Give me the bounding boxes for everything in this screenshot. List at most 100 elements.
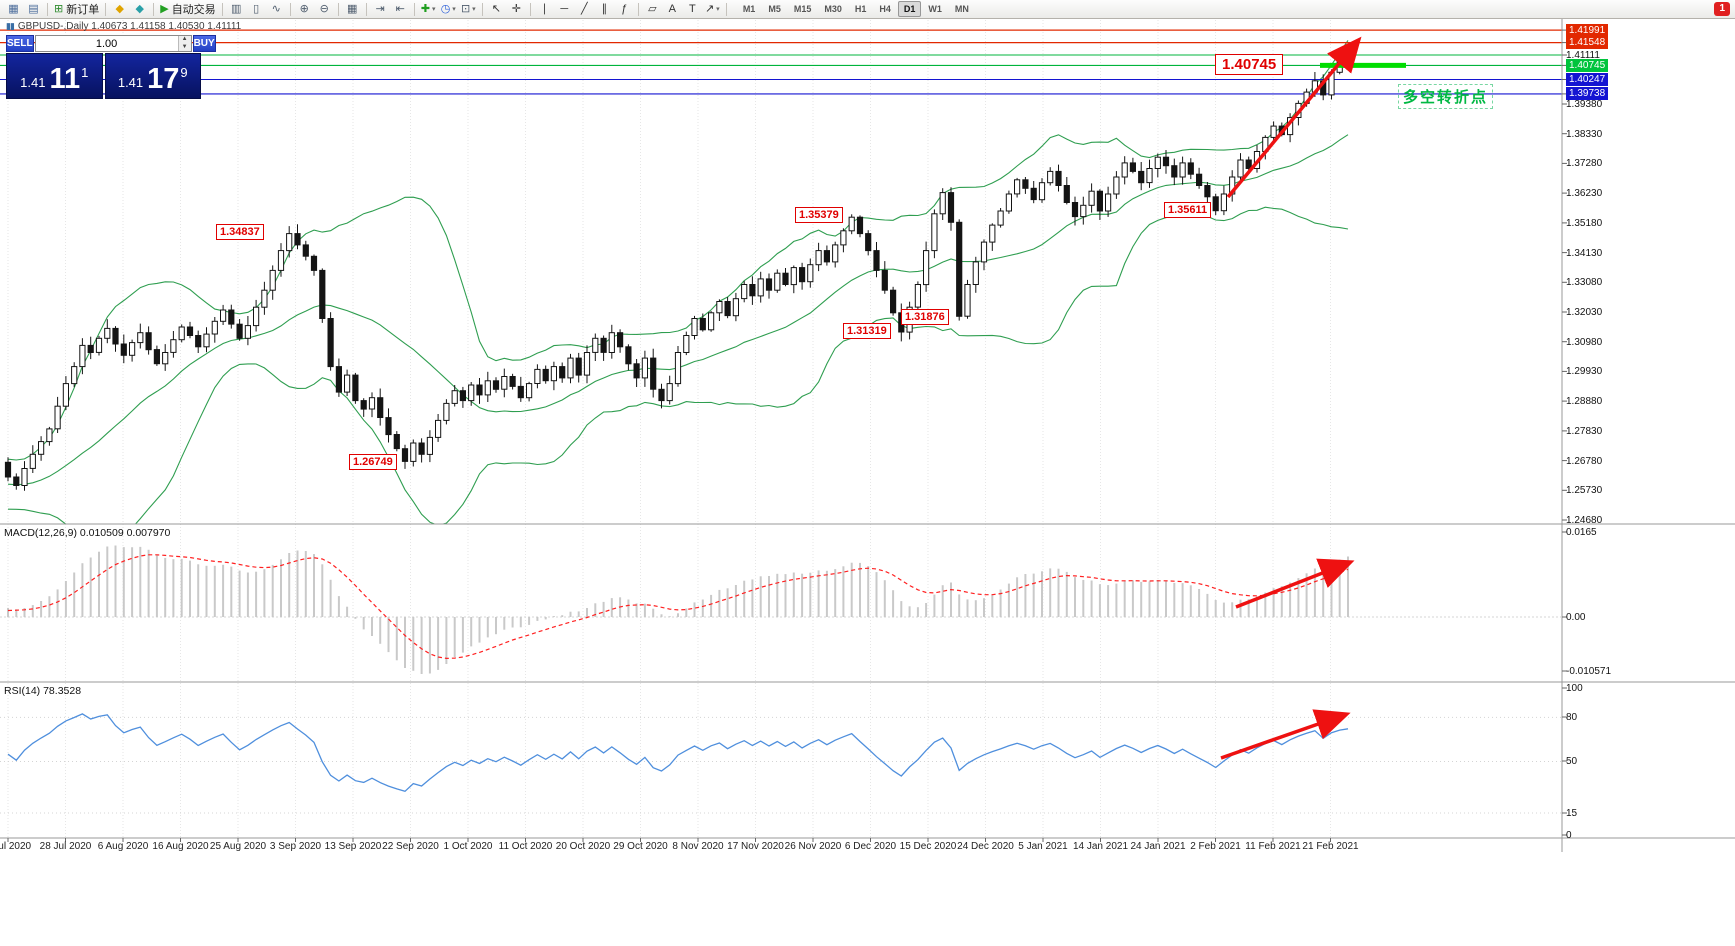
autotrading-glyph: ▶	[160, 2, 169, 15]
volume-increase-button[interactable]: ▲	[178, 36, 191, 44]
templates-icon[interactable]: ⊡ ▾	[459, 1, 478, 18]
vertical-line-icon-glyph: ∣	[541, 2, 548, 15]
buy-button[interactable]: BUY	[192, 35, 216, 52]
chart-shift-icon-glyph: ⇤	[395, 2, 405, 15]
toolbar-separator	[221, 2, 223, 16]
timeframe-button-M30[interactable]: M30	[824, 4, 842, 14]
notification-badge[interactable]: 1	[1714, 2, 1730, 16]
arrows-icon[interactable]: ↗ ▾	[703, 1, 722, 18]
line-chart-icon-glyph: ∿	[271, 2, 281, 15]
vertical-line-icon[interactable]: ∣	[535, 1, 554, 18]
periods-icon[interactable]: ◷ ▾	[439, 1, 458, 18]
equidistant-channel-icon-glyph: ∥	[601, 2, 608, 15]
timeframe-group: M1 M5 M15 M30 H1 H4 D1 W1 MN	[737, 1, 975, 17]
toolbar-separator	[47, 2, 48, 16]
periods-icon-glyph: ◷	[440, 2, 451, 15]
rsi-line	[7, 713, 1349, 793]
new-order-button[interactable]: ⊞ 新订单	[52, 1, 101, 18]
sell-button[interactable]: SELL	[6, 35, 34, 52]
market-icon[interactable]: ◆	[130, 1, 149, 18]
text-label-icon-glyph: T	[688, 2, 696, 15]
timeframe-button-M15[interactable]: M15	[793, 4, 812, 14]
timeframe-button-MN[interactable]: MN	[954, 4, 969, 14]
equidistant-channel-icon[interactable]: ∥	[595, 1, 614, 18]
cursor-icon[interactable]: ↖	[487, 1, 506, 18]
buy-price-pips: 17	[147, 63, 180, 95]
sell-price-display[interactable]: 1.41 11 1	[6, 53, 103, 99]
trendline-icon-glyph: ╱	[581, 2, 588, 15]
metaeditor-icon[interactable]: ◆	[110, 1, 129, 18]
tile-windows-icon[interactable]: ▦	[343, 1, 362, 18]
bar-chart-icon-glyph: ▥	[230, 2, 242, 15]
timeframe-button-M1[interactable]: M1	[742, 4, 756, 14]
tile-windows-icon-glyph: ▦	[346, 2, 358, 15]
indicators-icon-glyph: ✚	[420, 2, 431, 15]
trend-arrow[interactable]	[1226, 36, 1362, 199]
trend-arrow[interactable]	[1220, 709, 1351, 760]
dropdown-arrow-icon: ▾	[432, 6, 436, 13]
toolbar-separator	[153, 2, 155, 16]
timeframe-button-D1[interactable]: D1	[897, 1, 922, 17]
buy-price-sup: 9	[180, 65, 188, 80]
one-click-trading-panel: SELL ▲ ▼ BUY 1.41 11 1 1.41 17 9	[6, 35, 216, 99]
toolbar-separator	[289, 2, 291, 16]
candlestick-chart-icon[interactable]: ▯	[247, 1, 266, 18]
bar-chart-icon[interactable]: ▥	[227, 1, 246, 18]
new-order-button-label: 新订单	[66, 4, 100, 16]
rsi-label: RSI(14) 78.3528	[4, 685, 82, 697]
buy-button-label: BUY	[193, 38, 215, 49]
autotrading-button[interactable]: ▶ 自动交易	[158, 1, 217, 18]
toolbar-separator	[365, 2, 367, 16]
auto-scroll-icon-glyph: ⇥	[375, 2, 385, 15]
timeframe-button-M5[interactable]: M5	[768, 4, 781, 14]
dropdown-arrow-icon: ▾	[452, 6, 456, 13]
trend-arrow[interactable]	[1235, 558, 1355, 609]
toolbar-separator	[725, 2, 727, 16]
buy-price-display[interactable]: 1.41 17 9	[104, 53, 201, 99]
zoom-out-icon[interactable]: ⊖	[315, 1, 334, 18]
buy-price-main: 1.41	[117, 75, 144, 90]
new-chart-icon[interactable]: ▦	[4, 1, 23, 18]
trendline-icon[interactable]: ╱	[575, 1, 594, 18]
crosshair-icon[interactable]: ✛	[507, 1, 526, 18]
fibonacci-icon[interactable]: ƒ	[615, 1, 634, 18]
auto-scroll-icon[interactable]: ⇥	[371, 1, 390, 18]
shapes-icon-glyph: ▱	[648, 2, 657, 15]
bollinger-bands	[7, 40, 1349, 524]
toolbar-separator	[105, 2, 107, 16]
main-toolbar: ▦ ▤ ⊞ 新订单 ◆ ◆ ▶ 自动交易 ▥ ▯ ∿ ⊕ ⊖ ▦ ⇥ ⇤ ✚ ▾ ◷ ▾ ⊡ ▾ ↖ ✛ ∣ ─ ╱ ∥ ƒ ▱ A T ↗ ▾ M…	[0, 0, 1735, 19]
timeframe-button-W1[interactable]: W1	[928, 4, 942, 14]
profiles-icon-glyph: ▤	[28, 2, 39, 15]
text-label-icon[interactable]: T	[683, 1, 702, 18]
indicators-icon[interactable]: ✚ ▾	[419, 1, 438, 18]
text-icon-glyph: A	[668, 2, 676, 15]
chart-title: GBPUSD-,Daily 1.40673 1.41158 1.40530 1.…	[17, 21, 242, 32]
turning-point-label[interactable]: 多空转折点	[1398, 84, 1494, 109]
candles	[4, 47, 1352, 491]
horizontal-line-icon[interactable]: ─	[555, 1, 574, 18]
new-order-glyph: ⊞	[54, 2, 64, 15]
shapes-icon[interactable]: ▱	[643, 1, 662, 18]
text-icon[interactable]: A	[663, 1, 682, 18]
volume-input[interactable]	[35, 36, 178, 51]
price-level-lines[interactable]	[0, 29, 1562, 95]
grid-lines	[7, 20, 1331, 838]
profiles-icon[interactable]: ▤	[24, 1, 43, 18]
chart-shift-icon[interactable]: ⇤	[391, 1, 410, 18]
macd-label: MACD(12,26,9) 0.010509 0.007970	[4, 527, 171, 539]
macd-histogram	[7, 545, 1349, 674]
sell-price-main: 1.41	[20, 75, 46, 90]
line-chart-icon[interactable]: ∿	[267, 1, 286, 18]
volume-stepper: ▲ ▼	[34, 35, 192, 52]
metaeditor-icon-glyph: ◆	[115, 2, 124, 15]
volume-decrease-button[interactable]: ▼	[178, 43, 191, 51]
timeframe-button-H1[interactable]: H1	[854, 4, 867, 14]
templates-icon-glyph: ⊡	[460, 2, 471, 15]
zoom-in-icon[interactable]: ⊕	[295, 1, 314, 18]
toolbar-separator	[481, 2, 483, 16]
timeframe-button-H4[interactable]: H4	[879, 4, 891, 14]
sell-price-pips: 11	[49, 63, 81, 95]
volume-spin-buttons: ▲ ▼	[177, 36, 191, 51]
toolbar-separator	[337, 2, 339, 16]
